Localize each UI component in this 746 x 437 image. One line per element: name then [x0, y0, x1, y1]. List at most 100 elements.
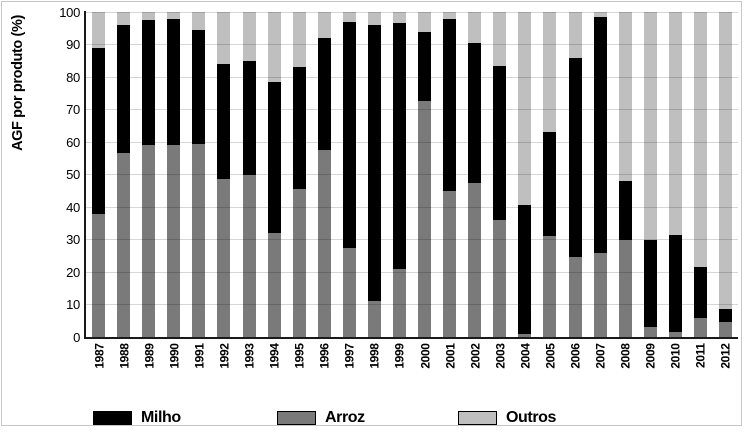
- x-tick-label-1998: 1998: [367, 343, 382, 369]
- bar-segment-milho-1991: [192, 29, 206, 144]
- bar-segment-arroz-1997: [342, 247, 356, 337]
- bar-segment-arroz-1991: [192, 143, 206, 337]
- bar-segment-arroz-2002: [468, 182, 482, 337]
- bar-segment-milho-2002: [468, 42, 482, 183]
- legend-label-arroz: Arroz: [325, 409, 365, 426]
- x-axis-line: [84, 337, 738, 339]
- x-tick-label-1994: 1994: [267, 343, 282, 369]
- bar-segment-milho-2009: [643, 239, 657, 328]
- chart-border-frame: [1, 1, 742, 426]
- bar-segment-arroz-1998: [367, 301, 381, 337]
- bar-segment-outros-2002: [468, 12, 482, 43]
- y-tick-label-80: 80: [66, 69, 80, 85]
- bar-segment-arroz-1996: [317, 150, 331, 337]
- bar-1990: [167, 12, 181, 337]
- bar-segment-milho-2004: [518, 205, 532, 334]
- y-tick-label-40: 40: [66, 199, 80, 215]
- x-tick-label-1990: 1990: [167, 343, 182, 369]
- x-tick-label-2006: 2006: [568, 343, 583, 369]
- legend-swatch-milho: [93, 411, 132, 425]
- y-axis-line: [84, 11, 86, 339]
- bar-segment-milho-1993: [242, 60, 256, 175]
- bar-segment-arroz-2003: [493, 220, 507, 337]
- bar-segment-arroz-2004: [518, 333, 532, 337]
- bar-segment-outros-2001: [443, 12, 457, 19]
- bar-segment-outros-1995: [292, 12, 306, 68]
- bar-segment-outros-2006: [568, 12, 582, 58]
- bar-segment-outros-1993: [242, 12, 256, 61]
- bar-segment-milho-2012: [718, 309, 732, 323]
- bar-segment-arroz-1989: [142, 145, 156, 337]
- bar-1996: [317, 12, 331, 337]
- bar-segment-arroz-2009: [643, 327, 657, 337]
- bar-1989: [142, 12, 156, 337]
- bar-segment-milho-2007: [593, 16, 607, 253]
- legend: Milho Arroz Outros: [0, 409, 746, 433]
- y-tick-label-0: 0: [73, 329, 80, 345]
- bar-segment-outros-1994: [267, 12, 281, 82]
- bar-2002: [468, 12, 482, 337]
- x-tick-label-2010: 2010: [668, 343, 683, 369]
- bar-segment-milho-2010: [668, 234, 682, 333]
- bar-segment-arroz-2005: [543, 236, 557, 337]
- y-tick-label-10: 10: [66, 297, 80, 312]
- bar-segment-arroz-2000: [418, 101, 432, 337]
- bar-1988: [117, 12, 131, 337]
- bar-segment-milho-2008: [618, 181, 632, 240]
- x-tick-label-1995: 1995: [292, 343, 307, 369]
- bar-1987: [92, 12, 106, 337]
- bar-1991: [192, 12, 206, 337]
- bar-segment-arroz-1999: [392, 268, 406, 337]
- bar-segment-outros-2000: [418, 12, 432, 32]
- bar-1995: [292, 12, 306, 337]
- x-tick-label-2008: 2008: [618, 343, 633, 369]
- bar-segment-milho-1997: [342, 21, 356, 248]
- bar-segment-arroz-2007: [593, 252, 607, 337]
- bar-segment-outros-2007: [593, 12, 607, 17]
- x-tick-label-2002: 2002: [468, 343, 483, 369]
- bar-segment-arroz-1988: [117, 153, 131, 337]
- bar-2012: [718, 12, 732, 337]
- bar-segment-milho-1996: [317, 38, 331, 151]
- bars-layer: [86, 12, 738, 337]
- bar-segment-outros-1990: [167, 12, 181, 19]
- bar-segment-outros-1999: [392, 12, 406, 24]
- legend-label-outros: Outros: [506, 409, 557, 426]
- bar-segment-outros-2003: [493, 12, 507, 66]
- bar-segment-outros-1989: [142, 12, 156, 21]
- bar-segment-milho-1994: [267, 81, 281, 233]
- bar-2011: [693, 12, 707, 337]
- bar-segment-milho-1992: [217, 64, 231, 180]
- bar-segment-milho-1998: [367, 25, 381, 302]
- bar-segment-outros-2009: [643, 12, 657, 240]
- bar-segment-milho-2003: [493, 65, 507, 220]
- bar-segment-arroz-1992: [217, 179, 231, 337]
- bar-segment-milho-1987: [92, 47, 106, 214]
- bar-segment-milho-1995: [292, 67, 306, 190]
- bar-segment-arroz-1994: [267, 233, 281, 337]
- bar-segment-outros-1987: [92, 12, 106, 48]
- x-tick-label-2012: 2012: [718, 343, 733, 369]
- x-tick-label-2001: 2001: [443, 343, 458, 369]
- plot-area: [84, 11, 738, 339]
- x-tick-label-2004: 2004: [518, 343, 533, 369]
- bar-segment-arroz-2008: [618, 239, 632, 337]
- x-tick-label-1989: 1989: [142, 343, 157, 369]
- bar-segment-outros-2008: [618, 12, 632, 181]
- bar-1994: [267, 12, 281, 337]
- bar-2004: [518, 12, 532, 337]
- x-tick-label-1993: 1993: [242, 343, 257, 369]
- bar-segment-outros-1997: [342, 12, 356, 22]
- bar-segment-arroz-1987: [92, 213, 106, 337]
- bar-2006: [568, 12, 582, 337]
- bar-segment-outros-2004: [518, 12, 532, 206]
- x-tick-label-2011: 2011: [693, 343, 708, 368]
- legend-swatch-arroz: [277, 411, 316, 425]
- x-tick-label-1996: 1996: [317, 343, 332, 369]
- bar-2007: [593, 12, 607, 337]
- bar-1998: [367, 12, 381, 337]
- x-tick-label-2007: 2007: [593, 343, 608, 369]
- bar-segment-arroz-2006: [568, 257, 582, 337]
- y-tick-label-100: 100: [59, 4, 80, 20]
